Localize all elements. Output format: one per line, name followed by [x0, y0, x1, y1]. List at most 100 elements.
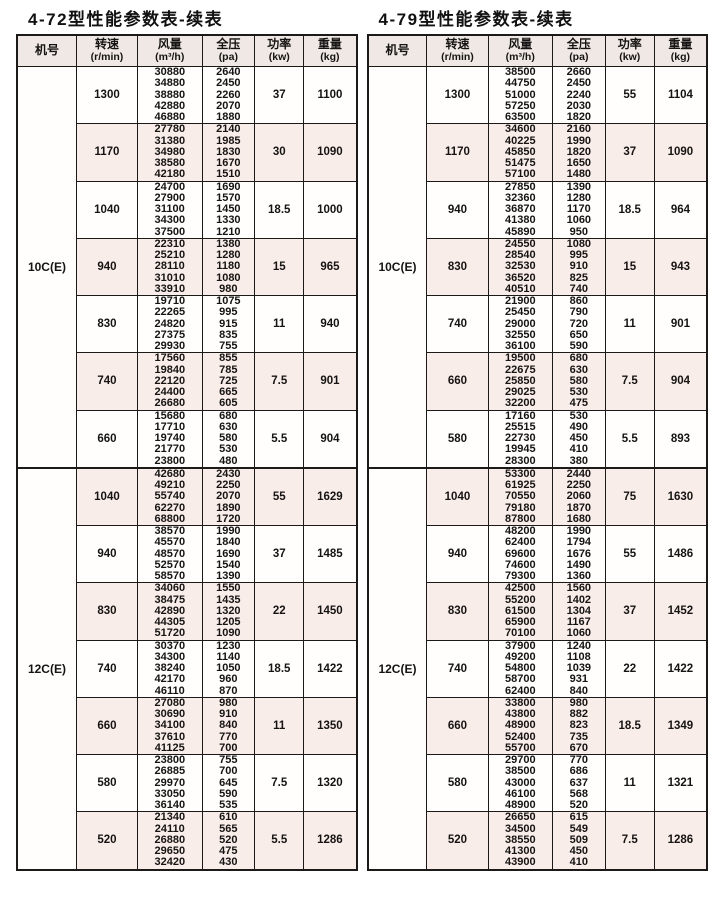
flow-values: 24550 28540 32530 36520 40510	[489, 238, 553, 295]
flow-value: 61500	[504, 604, 536, 617]
table-body: 10C(E) 1300 38500 44750 51000 57250 63500 2660 2…	[366, 65, 708, 870]
pressure-value: 590	[219, 787, 238, 800]
pressure-value: 980	[219, 696, 238, 709]
flow-value: 21770	[154, 443, 186, 456]
flow-value: 68800	[154, 512, 186, 525]
speed-group-row: 520 26650 34500 38550 41300 43900 615 549 509 450…	[368, 811, 708, 870]
flow-value: 22265	[154, 306, 186, 319]
pressure-value: 755	[219, 340, 238, 352]
flow-value: 42890	[154, 604, 186, 617]
speed-cell: 940	[75, 237, 139, 297]
header-flow: 风量 (m³/h)	[137, 34, 203, 67]
flow-value: 34600	[504, 123, 536, 136]
flow-values: 17160 25515 22730 19945 28300	[489, 409, 553, 467]
flow-values: 30370 34300 38240 42170 46110	[138, 640, 202, 697]
pressure-value: 1210	[216, 225, 241, 238]
flow-value: 53300	[504, 467, 536, 480]
weight-cell: 1320	[303, 753, 357, 813]
machine-cell: 12C(E)	[366, 466, 428, 870]
flow-value: 19710	[154, 295, 186, 307]
weight-cell: 1000	[303, 180, 357, 239]
flow-value: 19840	[154, 363, 186, 376]
flow-values: 15680 17710 19740 21770 23800	[138, 410, 202, 467]
flow-value: 17160	[504, 409, 536, 422]
power-cell: 37	[254, 524, 305, 584]
power-cell: 55	[254, 466, 305, 526]
header-speed: 转速 (r/min)	[75, 34, 139, 67]
power-cell: 30	[254, 123, 305, 182]
table-header: 机号 转速 (r/min) 风量 (m³/h) 全压 (pa) 功率 (kw) 重量 (kg)	[16, 34, 357, 67]
pressure-value: 1304	[566, 604, 592, 617]
weight-cell: 1349	[653, 696, 708, 756]
flow-cell: 15680 17710 19740 21770 23800	[137, 409, 203, 469]
speed-cell: 1040	[426, 466, 489, 526]
header-unit: (kw)	[619, 51, 641, 63]
flow-cell: 27780 31380 34980 38580 42180	[137, 123, 203, 182]
weight-cell: 1350	[303, 696, 357, 756]
pressure-value: 1402	[566, 593, 592, 606]
header-weight: 重量 (kg)	[653, 34, 708, 67]
speed-group-row: 1170 27780 31380 34980 38580 42180 2140 1985 183…	[17, 123, 357, 182]
flow-value: 22675	[504, 363, 536, 376]
flow-value: 48900	[504, 799, 536, 811]
weight-cell: 1630	[653, 466, 708, 526]
power-cell: 75	[604, 466, 655, 526]
flow-values: 22310 25210 28110 31010 33910	[138, 238, 202, 295]
weight-cell: 1485	[303, 524, 357, 584]
speed-cell: 740	[426, 294, 489, 354]
flow-value: 27780	[154, 123, 186, 136]
header-label: 重量	[668, 37, 693, 51]
speed-group-row: 1040 24700 27900 31100 34300 37500 1690 1570 145…	[17, 180, 357, 239]
header-label: 功率	[617, 37, 642, 51]
flow-value: 25210	[154, 249, 186, 261]
pressure-value: 680	[219, 409, 238, 422]
flow-cell: 27850 32360 36870 41380 45890	[487, 180, 554, 239]
pressure-value: 1167	[566, 616, 591, 628]
flow-value: 51720	[154, 627, 186, 640]
flow-values: 26650 34500 38550 41300 43900	[489, 811, 553, 868]
header-unit: (r/min)	[441, 51, 474, 63]
pressure-values: 755 700 645 590 535	[203, 754, 255, 811]
pressure-value: 1990	[566, 525, 592, 537]
flow-value: 48200	[504, 525, 536, 537]
pressure-value: 450	[569, 845, 588, 857]
flow-value: 57100	[504, 168, 536, 181]
pressure-cell: 2440 2250 2060 1870 1680	[552, 466, 606, 526]
flow-cell: 26650 34500 38550 41300 43900	[487, 811, 554, 870]
flow-value: 41380	[504, 214, 536, 227]
flow-value: 38550	[504, 833, 536, 846]
pressure-values: 1550 1435 1320 1205 1090	[203, 582, 255, 639]
pressure-value: 686	[569, 765, 588, 778]
speed-group-row: 10C(E) 1300 38500 44750 51000 57250 63500 2660 2…	[366, 65, 708, 469]
speed-cell: 1300	[426, 65, 489, 125]
flow-value: 43800	[504, 708, 536, 720]
flow-value: 34980	[154, 145, 186, 158]
pressure-cell: 1230 1140 1050 960 870	[201, 639, 256, 698]
pressure-value: 910	[219, 708, 238, 720]
pressure-value: 1280	[216, 249, 241, 261]
pressure-cell: 2160 1990 1820 1650 1480	[552, 123, 606, 182]
speed-cell: 740	[426, 639, 489, 698]
flow-cell: 23800 26885 29970 33050 36140	[137, 753, 203, 813]
pressure-cell: 1380 1280 1180 1080 980	[201, 237, 256, 297]
pressure-value: 790	[569, 306, 588, 319]
header-machine: 机号	[16, 34, 77, 67]
header-row: 机号 转速 (r/min) 风量 (m³/h) 全压 (pa) 功率 (kw) 重量 (kg)	[16, 34, 357, 67]
weight-cell: 1629	[303, 466, 357, 526]
power-cell: 15	[604, 237, 655, 297]
speed-group-row: 940 48200 62400 69600 74600 79300 1990 1794 1676…	[368, 524, 708, 584]
header-unit: (pa)	[218, 51, 238, 63]
header-label: 全压	[566, 37, 591, 51]
header-pressure: 全压 (pa)	[201, 34, 256, 67]
pressure-value: 580	[569, 374, 588, 387]
power-cell: 7.5	[254, 753, 305, 813]
speed-group-row: 660 15680 17710 19740 21770 23800 680 630 580 530…	[17, 409, 357, 469]
power-cell: 22	[254, 582, 305, 641]
flow-values: 27080 30690 34100 37610 41125	[138, 697, 202, 754]
weight-cell: 904	[653, 352, 708, 411]
pressure-value: 1080	[566, 237, 592, 250]
flow-cell: 21340 24110 26880 29650 32420	[137, 811, 203, 870]
speed-group-row: 660 19500 22675 25850 29025 32200 680 630 580 530…	[368, 352, 708, 411]
pressure-cell: 980 910 840 770 700	[201, 696, 256, 756]
pressure-cell: 1990 1794 1676 1490 1360	[552, 524, 606, 584]
